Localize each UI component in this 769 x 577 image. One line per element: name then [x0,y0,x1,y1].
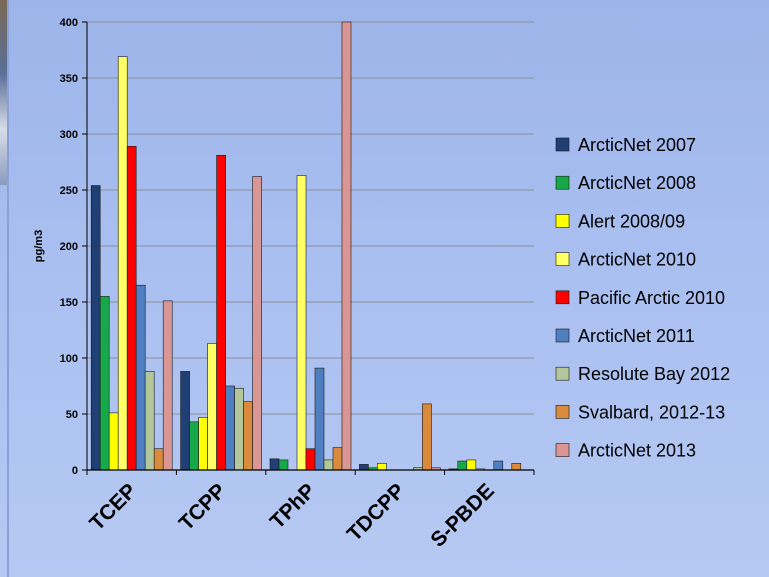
category-label: TCPP [175,479,231,535]
bar-tphp-series-6 [314,367,325,471]
legend-swatch [555,137,570,152]
gridlines [87,21,534,415]
bar-tdcpp-series-3 [377,462,387,471]
y-tick-label: 200 [60,241,78,253]
bar-tcep-series-5 [126,146,137,471]
y-tick-label: 150 [60,297,78,309]
bar-tcpp-series-8 [243,401,253,471]
category-label: TPhP [266,479,320,533]
bar-s-pbde-series-3 [466,459,477,471]
bar-tcpp-series-2 [189,421,199,471]
bar-tdcpp-series-1 [359,464,369,471]
legend-swatch [555,443,570,457]
bars [90,21,522,471]
bar-tphp-series-5 [305,448,316,471]
legend-label: Alert 2008/09 [578,211,685,231]
bar-tphp-series-1 [269,458,280,471]
y-tick-label: 250 [60,185,78,197]
bar-tcpp-series-7 [234,387,244,471]
bar-tcep-series-9 [162,300,173,471]
bar-tphp-series-7 [323,459,334,471]
slide-photo-edge [0,0,7,185]
y-tick-label: 0 [72,465,78,477]
legend-label: Resolute Bay 2012 [578,364,730,384]
category-label: TDCPP [343,479,410,546]
legend-swatch [555,175,570,190]
y-tick-label: 300 [60,129,78,141]
bar-s-pbde-series-6 [493,460,504,471]
y-tick-label: 50 [66,409,78,421]
legend-swatch [555,328,570,343]
bar-tcpp-series-1 [180,371,190,471]
bar-tphp-series-2 [278,459,289,471]
bar-tcep-series-2 [99,296,110,471]
legend-label: Pacific Arctic 2010 [578,288,725,308]
legend-label: ArcticNet 2007 [578,135,696,155]
bar-tcep-series-6 [135,284,146,471]
y-tick-label: 350 [60,73,78,85]
legend: ArcticNet 2007 ArcticNet 2008 Alert 2008/0… [555,135,730,461]
slide-edge-line [7,0,9,577]
legend-label: ArcticNet 2011 [578,326,695,346]
bar-s-pbde-series-8 [511,462,522,471]
category-label: TCEP [85,479,141,535]
bar-tcpp-series-3 [198,417,208,471]
bar-tcpp-series-9 [252,176,262,471]
legend-swatch [555,214,570,228]
bar-tphp-series-4 [296,175,307,471]
legend-label: ArcticNet 2013 [578,441,696,461]
y-axis-label: pg/m3 [33,230,45,262]
legend-swatch [555,290,570,305]
legend-swatch [555,252,570,266]
bar-tcep-series-4 [117,56,128,471]
bar-tcep-series-7 [144,371,155,471]
bar-tcep-series-8 [153,448,164,471]
legend-swatch [555,405,570,419]
bar-tdcpp-series-8 [422,403,432,471]
bar-s-pbde-series-2 [457,460,468,471]
legend-label: ArcticNet 2008 [578,173,696,193]
bar-tcpp-series-4 [207,343,217,471]
bar-tcep-series-1 [90,185,101,471]
bar-tphp-series-8 [332,447,343,471]
legend-label: ArcticNet 2010 [578,250,696,270]
legend-label: Svalbard, 2012-13 [578,402,725,422]
y-tick-label: 100 [60,353,78,365]
bar-tcpp-series-6 [225,385,235,471]
bar-tcpp-series-5 [216,154,226,471]
bar-tphp-series-9 [341,21,352,471]
category-label: S-PBDE [426,479,498,551]
bar-tcep-series-3 [108,412,119,471]
legend-swatch [555,366,570,381]
y-tick-label: 400 [60,17,78,29]
